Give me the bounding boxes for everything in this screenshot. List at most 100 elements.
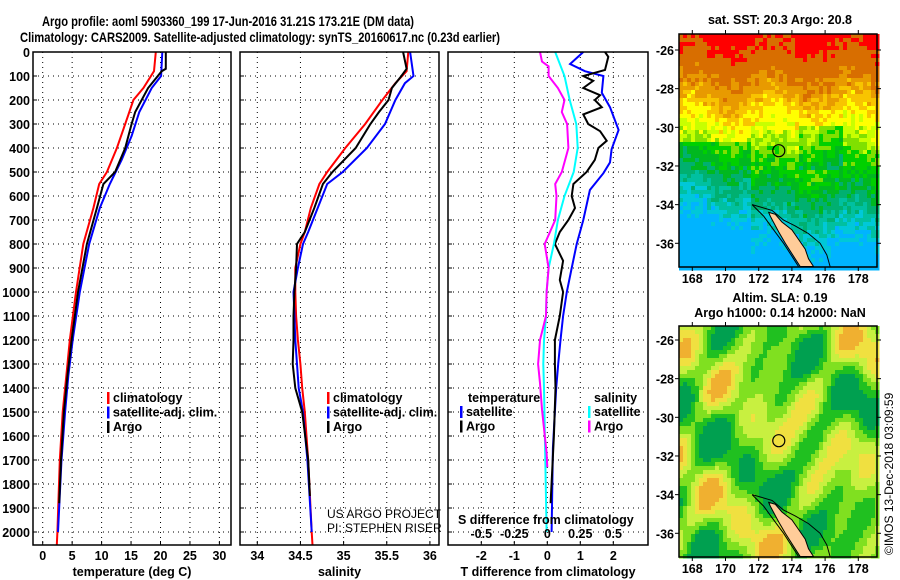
- map-cell: [739, 254, 744, 259]
- map-cell: [763, 202, 768, 207]
- map-cell: [679, 110, 684, 115]
- map-cell: [851, 242, 856, 247]
- map-cell: [759, 98, 764, 103]
- map-cell: [815, 462, 820, 467]
- map-cell: [831, 462, 836, 467]
- map-cell: [799, 74, 804, 79]
- map-cell: [811, 426, 816, 431]
- map-cell: [783, 138, 788, 143]
- map-cell: [727, 126, 732, 131]
- map-cell: [767, 82, 772, 87]
- map-cell: [811, 94, 816, 99]
- map-cell: [847, 94, 852, 99]
- map-cell: [755, 262, 760, 267]
- map-cell: [727, 386, 732, 391]
- map-cell: [755, 326, 760, 331]
- map-cell: [803, 166, 808, 171]
- map-cell: [803, 402, 808, 407]
- map-cell: [687, 230, 692, 235]
- map-cell: [727, 78, 732, 83]
- map-cell: [859, 398, 864, 403]
- map-cell: [803, 50, 808, 55]
- map-cell: [707, 334, 712, 339]
- map-cell: [759, 438, 764, 443]
- s-diff-tick-label: 0: [544, 527, 551, 541]
- map-cell: [851, 118, 856, 123]
- map-cell: [847, 386, 852, 391]
- map-cell: [679, 122, 684, 127]
- map-cell: [775, 190, 780, 195]
- map-cell: [787, 182, 792, 187]
- map-cell: [707, 378, 712, 383]
- map-cell: [747, 242, 752, 247]
- map-cell: [763, 354, 768, 359]
- map-cell: [783, 106, 788, 111]
- map-cell: [839, 414, 844, 419]
- map-cell: [715, 46, 720, 51]
- map-cell: [807, 354, 812, 359]
- map-cell: [859, 94, 864, 99]
- map-cell: [715, 418, 720, 423]
- map-cell: [699, 142, 704, 147]
- map-cell: [835, 430, 840, 435]
- map-cell: [795, 366, 800, 371]
- map-cell: [699, 58, 704, 63]
- map-cell: [715, 374, 720, 379]
- map-cell: [871, 154, 876, 159]
- map-cell: [787, 206, 792, 211]
- map-cell: [719, 46, 724, 51]
- map-cell: [783, 102, 788, 107]
- map-cell: [775, 246, 780, 251]
- map-cell: [771, 174, 776, 179]
- map-cell: [751, 382, 756, 387]
- map-cell: [767, 374, 772, 379]
- map-cell: [679, 34, 684, 39]
- map-cell: [771, 162, 776, 167]
- map-cell: [723, 202, 728, 207]
- map-cell: [743, 34, 748, 39]
- map-cell: [703, 230, 708, 235]
- map-cell: [751, 54, 756, 59]
- map-cell: [751, 134, 756, 139]
- map-cell: [779, 414, 784, 419]
- map-cell: [823, 446, 828, 451]
- map-cell: [815, 94, 820, 99]
- map-cell: [867, 78, 872, 83]
- map-cell: [699, 370, 704, 375]
- map-cell: [763, 250, 768, 255]
- map-cell: [703, 138, 708, 143]
- map-cell: [755, 350, 760, 355]
- map-cell: [739, 258, 744, 263]
- map-cell: [759, 410, 764, 415]
- map-cell: [803, 178, 808, 183]
- map-cell: [771, 234, 776, 239]
- map-cell: [815, 430, 820, 435]
- map-cell: [775, 374, 780, 379]
- map-cell: [683, 262, 688, 267]
- map-cell: [739, 62, 744, 67]
- map-cell: [759, 198, 764, 203]
- map-cell: [679, 178, 684, 183]
- map-cell: [843, 38, 848, 43]
- map-cell: [719, 446, 724, 451]
- map-cell: [743, 410, 748, 415]
- map-cell: [871, 194, 876, 199]
- map-cell: [863, 70, 868, 75]
- map-cell: [711, 50, 716, 55]
- map-cell: [767, 462, 772, 467]
- map-cell: [823, 170, 828, 175]
- map-cell: [679, 326, 684, 331]
- map-cell: [703, 414, 708, 419]
- map-cell: [775, 50, 780, 55]
- map-cell: [807, 174, 812, 179]
- map-cell: [803, 134, 808, 139]
- map-cell: [743, 118, 748, 123]
- map-cell: [703, 194, 708, 199]
- legend-item: Argo: [327, 420, 363, 434]
- map-cell: [751, 78, 756, 83]
- map-cell: [727, 38, 732, 43]
- map-cell: [755, 358, 760, 363]
- map-cell: [731, 330, 736, 335]
- map-cell: [711, 122, 716, 127]
- map-cell: [711, 258, 716, 263]
